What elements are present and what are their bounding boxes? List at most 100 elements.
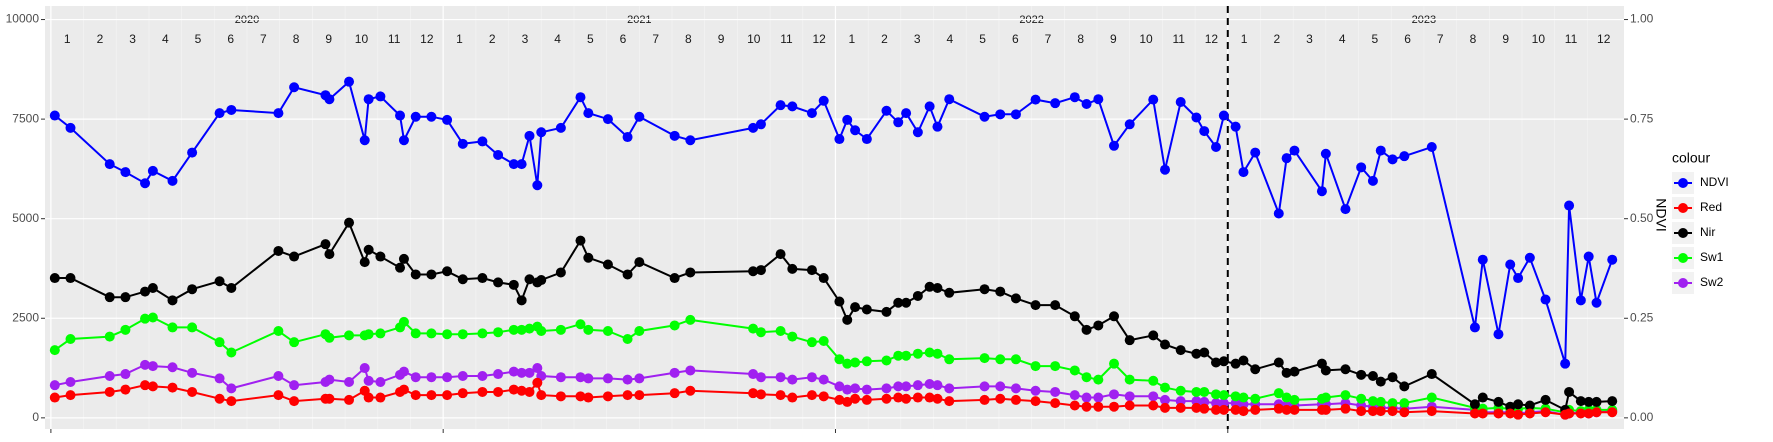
point [944, 94, 955, 105]
point [1493, 329, 1504, 340]
point [1607, 254, 1618, 265]
point [1513, 399, 1524, 410]
point [167, 322, 178, 333]
point [426, 372, 437, 383]
point [555, 122, 566, 133]
point [1316, 186, 1327, 197]
legend-label: Sw2 [1700, 275, 1724, 289]
point [493, 277, 504, 288]
y-tick-label: 2500 [12, 310, 39, 324]
point [995, 393, 1006, 404]
point [1250, 393, 1261, 404]
point [1230, 404, 1241, 415]
point [669, 320, 680, 331]
point [477, 136, 488, 147]
point [375, 328, 386, 339]
point [834, 354, 845, 365]
point [1081, 392, 1092, 403]
point [1387, 154, 1398, 165]
point [881, 355, 892, 366]
point [395, 110, 406, 121]
point [818, 335, 829, 346]
point [979, 111, 990, 122]
point [147, 165, 158, 176]
point [398, 135, 409, 146]
point [1069, 92, 1080, 103]
point [842, 358, 853, 369]
point [1513, 409, 1524, 420]
point [555, 372, 566, 383]
point [65, 122, 76, 133]
point [1469, 322, 1480, 333]
point [944, 354, 955, 365]
month-label: 10 [1139, 32, 1153, 46]
point [575, 319, 586, 330]
month-label: 1 [456, 32, 463, 46]
point [524, 130, 535, 141]
month-label: 7 [1437, 32, 1444, 46]
point [861, 394, 872, 405]
month-label: 8 [1077, 32, 1084, 46]
point [775, 100, 786, 111]
point [1505, 408, 1516, 419]
point [1273, 388, 1284, 399]
point [508, 324, 519, 335]
month-label: 5 [979, 32, 986, 46]
point [834, 296, 845, 307]
point [410, 390, 421, 401]
point [806, 337, 817, 348]
point [818, 273, 829, 284]
point [1513, 273, 1524, 284]
point [881, 383, 892, 394]
point [214, 373, 225, 384]
point [1010, 394, 1021, 405]
point [214, 108, 225, 119]
point [477, 328, 488, 339]
point [1564, 386, 1575, 397]
legend-label: NDVI [1700, 175, 1729, 189]
point [1340, 390, 1351, 401]
point [324, 393, 335, 404]
point [344, 377, 355, 387]
point [1367, 396, 1378, 407]
point [289, 337, 300, 348]
point [359, 135, 370, 146]
point [979, 394, 990, 405]
point [363, 375, 374, 386]
point [755, 327, 766, 338]
point [65, 273, 76, 284]
point [1050, 386, 1061, 397]
point [912, 380, 923, 391]
point [536, 390, 547, 401]
point [65, 333, 76, 344]
point [1218, 390, 1229, 401]
point [359, 257, 370, 268]
point [1010, 383, 1021, 394]
point [893, 350, 904, 361]
point [1050, 300, 1061, 311]
point [1218, 356, 1229, 367]
point [457, 138, 468, 149]
point [536, 127, 547, 138]
point [1583, 408, 1594, 419]
month-label: 2 [1273, 32, 1280, 46]
point [893, 381, 904, 392]
point [226, 396, 237, 407]
point [842, 396, 853, 407]
month-label: 5 [587, 32, 594, 46]
point [775, 326, 786, 337]
point [634, 390, 645, 401]
point [901, 393, 912, 404]
point [120, 369, 131, 380]
y2-tick-label: 0.25 [1630, 310, 1654, 324]
point [1340, 403, 1351, 414]
point [1564, 408, 1575, 419]
legend-key-point [1678, 228, 1688, 238]
point [634, 257, 645, 268]
month-label: 4 [1339, 32, 1346, 46]
month-label: 6 [620, 32, 627, 46]
point [1124, 391, 1135, 402]
point [755, 119, 766, 130]
point [1583, 396, 1594, 407]
point [1050, 398, 1061, 409]
